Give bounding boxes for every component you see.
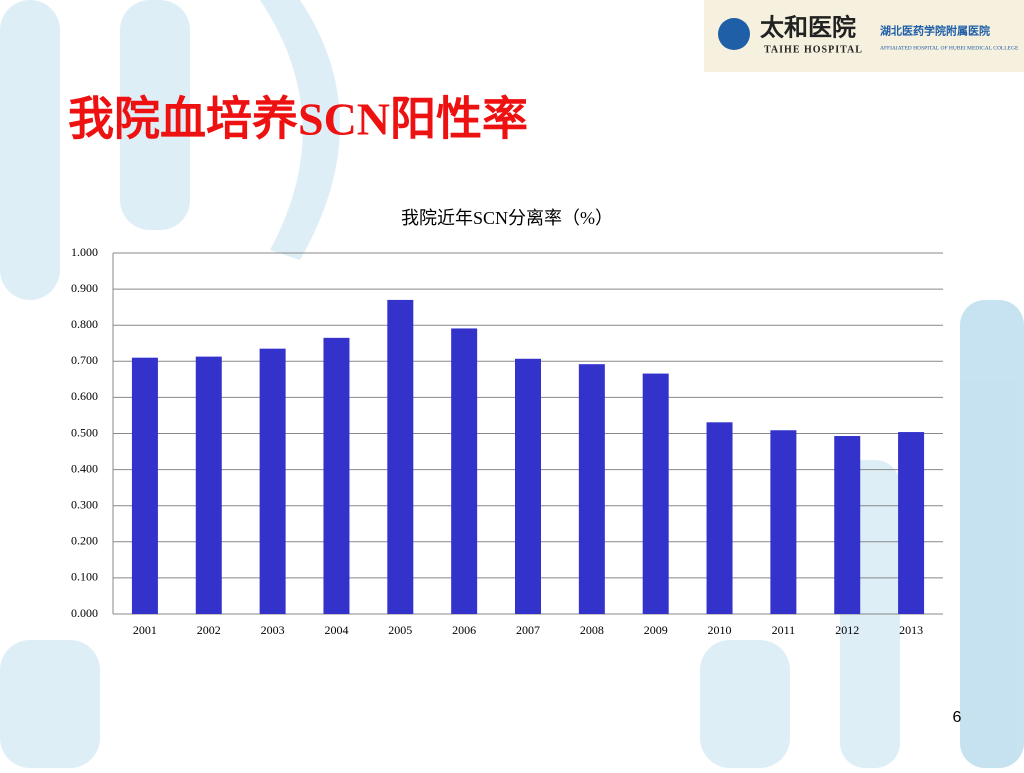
y-tick-label: 1.000 xyxy=(71,245,98,259)
bar xyxy=(387,299,414,614)
logo-name: 太和医院 xyxy=(760,14,856,42)
bar xyxy=(834,436,861,614)
x-tick-label: 2006 xyxy=(452,623,476,637)
y-tick-label: 0.900 xyxy=(71,281,98,295)
bar xyxy=(131,357,158,614)
y-tick-label: 0.600 xyxy=(71,389,98,403)
logo-english: TAIHE HOSPITAL xyxy=(764,44,863,55)
bar xyxy=(451,328,478,614)
x-tick-label: 2005 xyxy=(388,623,412,637)
x-tick-label: 2001 xyxy=(133,623,157,637)
y-tick-label: 0.300 xyxy=(71,497,98,511)
y-tick-label: 0.000 xyxy=(71,606,98,620)
x-tick-label: 2008 xyxy=(580,623,604,637)
x-tick-label: 2010 xyxy=(708,623,732,637)
bar xyxy=(195,356,222,614)
x-tick-label: 2011 xyxy=(772,623,796,637)
y-tick-label: 0.200 xyxy=(71,534,98,548)
logo-affiliation: 湖北医药学院附属医院 xyxy=(880,24,990,38)
bar xyxy=(898,432,925,614)
x-tick-label: 2002 xyxy=(197,623,221,637)
chart-title: 我院近年SCN分离率（%） xyxy=(401,208,613,228)
y-tick-label: 0.800 xyxy=(71,317,98,331)
x-tick-label: 2012 xyxy=(835,623,859,637)
bar xyxy=(578,364,605,614)
slide-title: 我院血培养SCN阳性率 xyxy=(68,94,528,145)
x-tick-label: 2013 xyxy=(899,623,923,637)
y-tick-label: 0.500 xyxy=(71,425,98,439)
y-tick-label: 0.700 xyxy=(71,353,98,367)
x-tick-label: 2003 xyxy=(261,623,285,637)
bar xyxy=(770,430,797,614)
x-tick-label: 2007 xyxy=(516,623,540,637)
bar xyxy=(323,337,350,614)
x-tick-label: 2009 xyxy=(644,623,668,637)
bar xyxy=(515,358,541,614)
y-tick-label: 0.100 xyxy=(71,570,98,584)
logo: 太和医院 TAIHE HOSPITAL 湖北医药学院附属医院 AFFIAIATE… xyxy=(704,0,1024,72)
logo-box xyxy=(704,0,1024,72)
y-tick-label: 0.400 xyxy=(71,461,98,475)
page-number: 6 xyxy=(953,709,962,726)
logo-icon xyxy=(718,18,750,50)
logo-affiliation-english: AFFIAIATED HOSPITAL OF HUBEI MEDICAL COL… xyxy=(880,45,1019,51)
bar xyxy=(259,348,286,614)
bar xyxy=(642,373,669,614)
x-tick-label: 2004 xyxy=(324,623,348,637)
bar xyxy=(706,422,733,614)
